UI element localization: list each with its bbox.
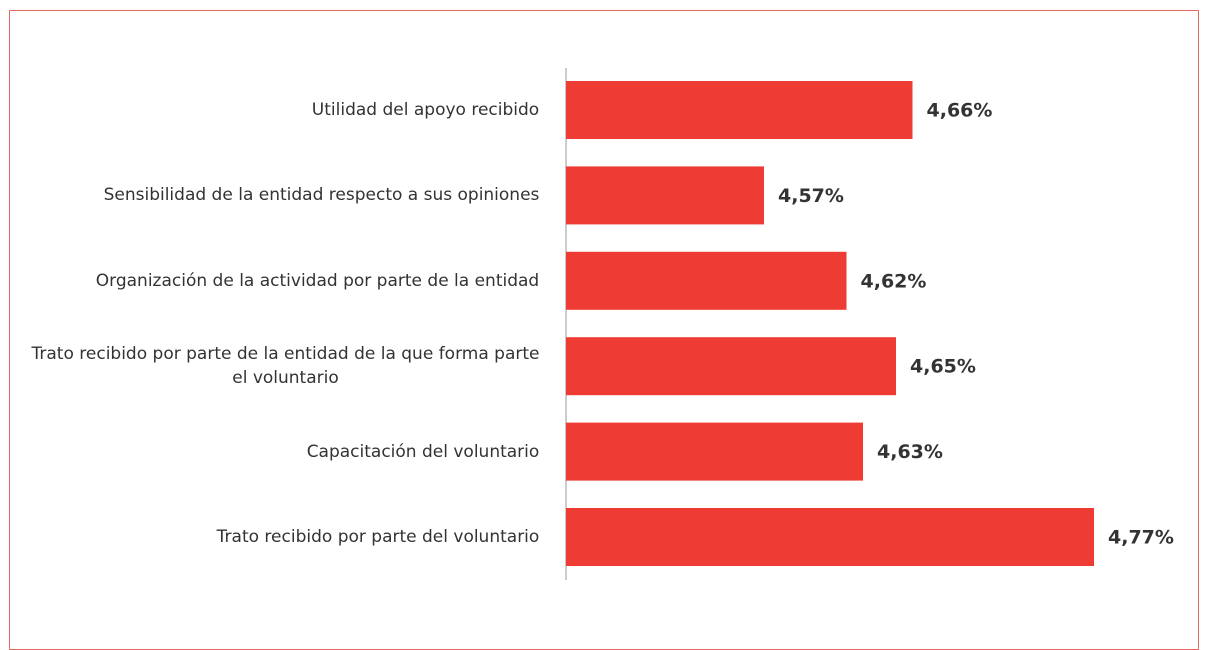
bar [566,251,847,310]
category-label: Sensibilidad de la entidad respecto a su… [103,185,540,206]
value-label: 4,65% [910,356,976,378]
value-label: 4,66% [927,100,993,122]
category-label: Organización de la actividad por parte d… [95,270,540,291]
value-label: 4,57% [778,185,844,207]
bar [566,81,913,139]
page: {"chart_data": {"type": "barh", "categor… [9,10,1199,650]
bar [566,508,1094,566]
bar [566,337,896,396]
category-label: Trato recibido por parte de la entidad d… [31,344,540,389]
bar [566,422,863,481]
value-label: 4,63% [877,441,943,463]
value-label: 4,62% [861,270,927,292]
value-label: 4,77% [1108,527,1174,549]
chart: 4,66% 4,57% 4,62% 4,65% 4,63% 4,77% [565,68,1174,580]
bar [566,166,764,225]
category-label: Utilidad del apoyo recibido [311,100,540,120]
category-label: Trato recibido por parte del voluntario [216,527,540,547]
category-label: Capacitación del voluntario [306,441,540,462]
